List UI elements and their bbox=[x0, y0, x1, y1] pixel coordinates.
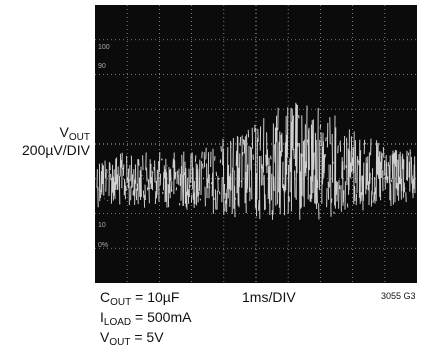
label-sub: OUT bbox=[110, 297, 132, 308]
label-main: V bbox=[100, 329, 110, 345]
label-rest: = 10µF bbox=[131, 289, 180, 305]
condition: VOUT = 5V bbox=[100, 329, 164, 351]
condition: COUT = 10µF bbox=[100, 289, 179, 311]
figure-id: 3055 G3 bbox=[381, 291, 416, 301]
label-main: I bbox=[100, 309, 104, 325]
condition: ILOAD = 500mA bbox=[100, 309, 191, 331]
label-main: V bbox=[59, 124, 69, 140]
scope-screen: 100 90 10 0% bbox=[95, 5, 417, 283]
label-rest: = 5V bbox=[130, 329, 164, 345]
label-main: C bbox=[100, 289, 111, 305]
y-label-name: VOUT bbox=[60, 124, 90, 146]
graticule-mark: 90 bbox=[98, 63, 106, 70]
noise-trace bbox=[96, 102, 416, 220]
y-scale: 200µV/DIV bbox=[22, 142, 90, 158]
label-rest: = 500mA bbox=[131, 309, 192, 325]
label-sub: LOAD bbox=[103, 317, 132, 328]
label-sub: OUT bbox=[68, 132, 90, 143]
label-sub: OUT bbox=[109, 337, 131, 348]
x-scale: 1ms/DIV bbox=[242, 289, 296, 305]
graticule-mark: 0% bbox=[98, 242, 108, 249]
graticule-mark: 10 bbox=[98, 222, 106, 229]
graticule-mark: 100 bbox=[98, 44, 110, 51]
